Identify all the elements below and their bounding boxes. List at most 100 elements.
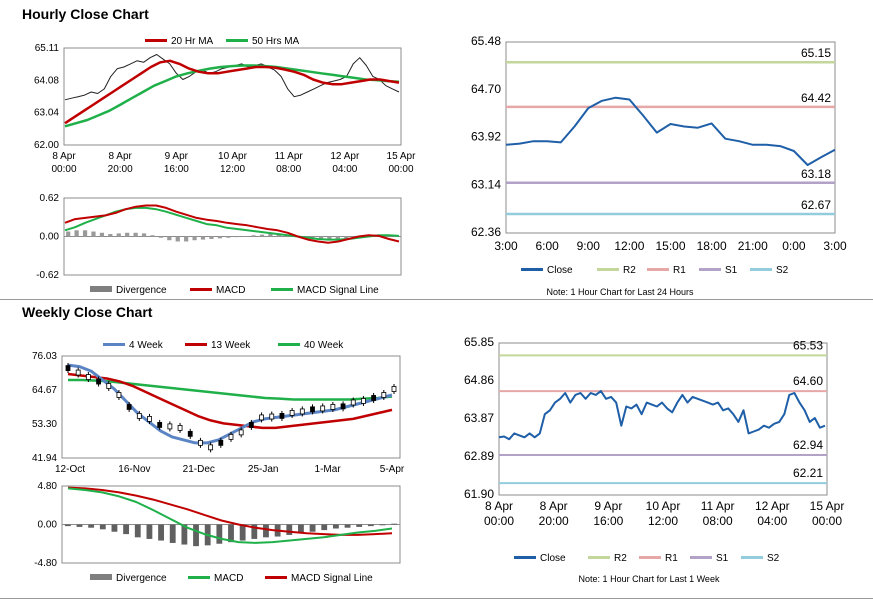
hourly-divergence-bar [243,236,248,237]
hourly-macd-ytick: -0.62 [36,270,59,281]
hourly-20hr-ma-line [64,59,400,125]
hourly-divergence-bar [158,236,163,238]
hourly-divergence-bar [82,230,88,237]
weekly-divergence-bar [356,524,363,527]
hourly-24h-ytick: 63.14 [471,177,501,191]
hourly-24h-xtick: 6:00 [535,239,559,253]
legend-hourly-macd-swatch [190,288,212,291]
weekly-divergence-bar [76,524,83,527]
level-label-s2: 62.67 [801,198,831,212]
hourly-price-xtick: 11 Apr [275,151,304,162]
hourly-24h-xtick: 3:00 [823,239,847,253]
hourly-24h-note: Note: 1 Hour Chart for Last 24 Hours [546,287,694,297]
weekly-hourly-xtick: 04:00 [757,514,787,528]
legend-weekly-divergence-swatch [90,574,112,580]
hourly-divergence-bar [327,236,332,241]
hourly-price-xtick: 10 Apr [218,151,248,162]
weekly-hourly-ytick: 65.85 [464,335,494,349]
legend-20hr-ma-swatch [145,39,167,42]
hourly-divergence-bar [108,234,113,237]
legend-24h-close-swatch [521,268,543,271]
hourly-divergence-bar [74,230,79,237]
hourly-price-xtick: 15 Apr [387,151,417,162]
hourly-divergence-bar [184,236,189,242]
legend-13-week-swatch [185,343,207,346]
weekly-hourly-xtick: 10 Apr [646,499,681,513]
weekly-candle-body [330,404,336,410]
weekly-candle-body [310,406,315,413]
hourly-price-xtick: 8 Apr [52,151,76,162]
weekly-divergence-bar [286,524,293,535]
weekly-divergence-bar [309,524,316,532]
legend-50hrs-ma-label: 50 Hrs MA [252,36,300,47]
weekly-candle-body [371,395,377,401]
legend-40-week-swatch [278,343,300,346]
weekly-macd-ytick: 4.80 [38,481,58,492]
weekly-candle-body [136,413,142,419]
hourly-divergence-bar [66,231,71,237]
weekly-candle-body [96,378,101,385]
weekly-candle-body [106,383,112,389]
bottom-divider [0,598,873,599]
weekly-divergence-bar [99,524,106,530]
weekly-divergence-bar [169,524,176,543]
legend-hourly-macd-signal-swatch [271,288,293,291]
legend-hourly-macd-label: MACD [216,285,245,296]
hourly-divergence-bar [226,236,231,238]
weekly-candle-body [340,403,346,410]
hourly-24h-ytick: 63.92 [471,130,501,144]
weekly-price-xtick: 25-Jan [248,464,279,475]
weekly-candle-body [208,444,214,451]
weekly-hourly-xtick: 12 Apr [755,499,790,513]
hourly-price-xtick: 12 Apr [330,151,360,162]
hourly-24h-xtick: 21:00 [738,239,768,253]
weekly-divergence-bar [111,524,118,532]
weekly-divergence-bar [332,524,339,529]
section-divider [0,299,873,300]
legend-week-s2-swatch [741,556,763,559]
weekly-4-week-line [67,363,393,445]
hourly-divergence-bar [167,236,172,241]
hourly-divergence-bar [234,236,239,238]
hourly-macd-ytick: 0.00 [40,232,60,243]
weekly-candle-body [116,392,122,398]
weekly-price-ytick: 41.94 [32,453,57,464]
legend-4-week-label: 4 Week [129,340,164,351]
legend-40-week-label: 40 Week [304,340,344,351]
hourly-divergence-bar [192,236,197,241]
legend-24h-close-label: Close [547,265,573,276]
weekly-hourly-ytick: 62.89 [464,449,494,463]
weekly-hourly-xtick: 9 Apr [594,499,622,513]
weekly-section-title: Weekly Close Chart [22,304,153,320]
hourly-24h-frame [505,41,836,234]
hourly-24h-ytick: 65.48 [471,34,501,48]
legend-24h-r1-swatch [647,268,669,271]
legend-24h-r2-label: R2 [623,265,636,276]
hourly-divergence-bar [99,232,105,237]
hourly-24h-xtick: 15:00 [655,239,685,253]
weekly-price-xtick: 12-Oct [55,464,85,475]
weekly-price-frame [61,355,401,459]
hourly-macd-line [64,204,400,244]
weekly-candle-body [75,369,81,376]
hourly-24h-close-line [505,96,836,166]
weekly-candle-body [269,413,275,420]
hourly-divergence-bar [318,236,324,240]
weekly-candle-body [381,392,387,398]
hourly-divergence-bar [251,235,256,237]
weekly-hourly-note: Note: 1 Hour Chart for Last 1 Week [579,574,720,584]
weekly-divergence-bar [367,524,374,527]
weekly-candle-body [228,433,234,440]
legend-weekly-macd-label: MACD [214,573,243,584]
weekly-divergence-bar [251,524,258,539]
hourly-divergence-bar [200,236,206,240]
weekly-13-week-line [67,372,393,430]
hourly-24h-xtick: 0:00 [782,239,806,253]
weekly-hourly-frame [498,342,828,496]
legend-4-week-swatch [103,343,125,346]
hourly-price-xtick: 00:00 [51,164,76,175]
weekly-price-ytick: 53.30 [32,419,57,430]
hourly-price-xtick: 04:00 [332,164,357,175]
hourly-24h-ytick: 64.70 [471,82,501,96]
